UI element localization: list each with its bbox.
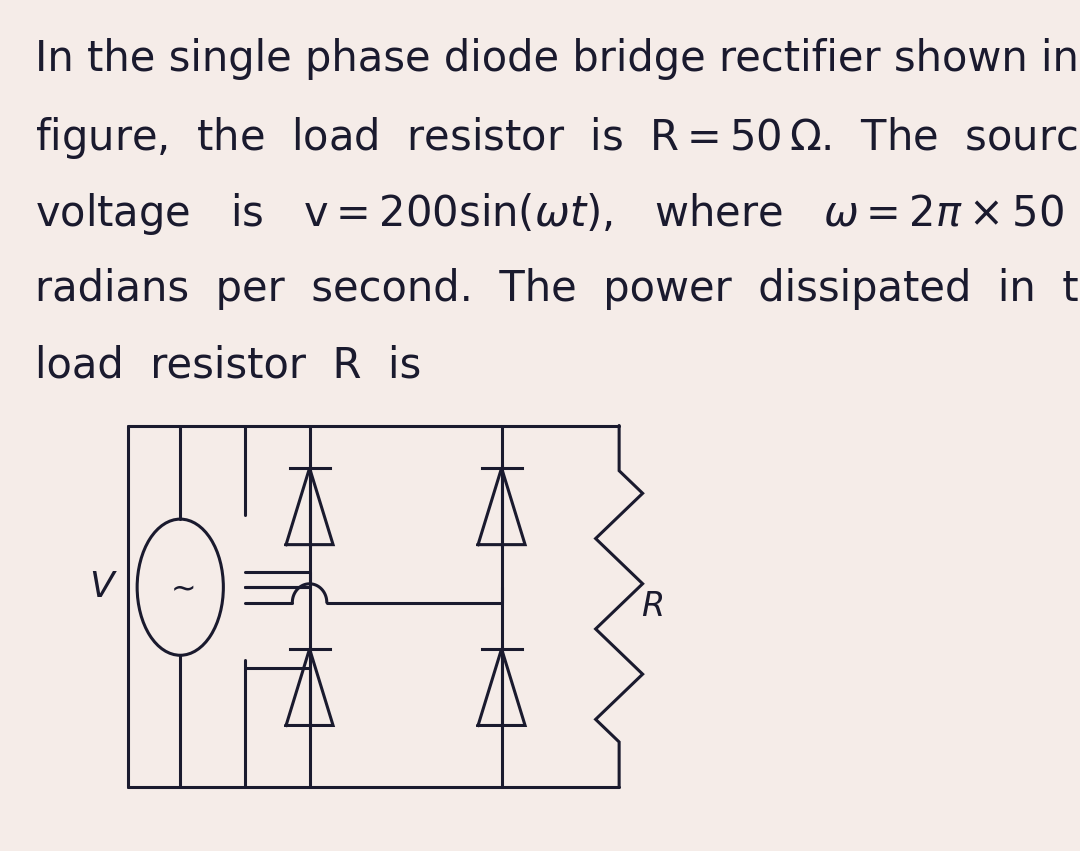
Text: In the single phase diode bridge rectifier shown in: In the single phase diode bridge rectifi… <box>36 38 1079 80</box>
Text: $\sim$: $\sim$ <box>165 573 195 602</box>
Text: load  resistor  R  is: load resistor R is <box>36 345 421 386</box>
Text: radians  per  second.  The  power  dissipated  in  the: radians per second. The power dissipated… <box>36 268 1080 310</box>
Text: V: V <box>89 570 113 604</box>
Text: voltage   is   $\mathrm{v} = 200\sin(\omega t)$,   where   $\omega = 2\pi \times: voltage is $\mathrm{v} = 200\sin(\omega … <box>36 191 1064 237</box>
Text: R: R <box>642 590 664 623</box>
Text: figure,  the  load  resistor  is  $\mathrm{R} = 50\,\Omega$.  The  source: figure, the load resistor is $\mathrm{R}… <box>36 115 1080 161</box>
